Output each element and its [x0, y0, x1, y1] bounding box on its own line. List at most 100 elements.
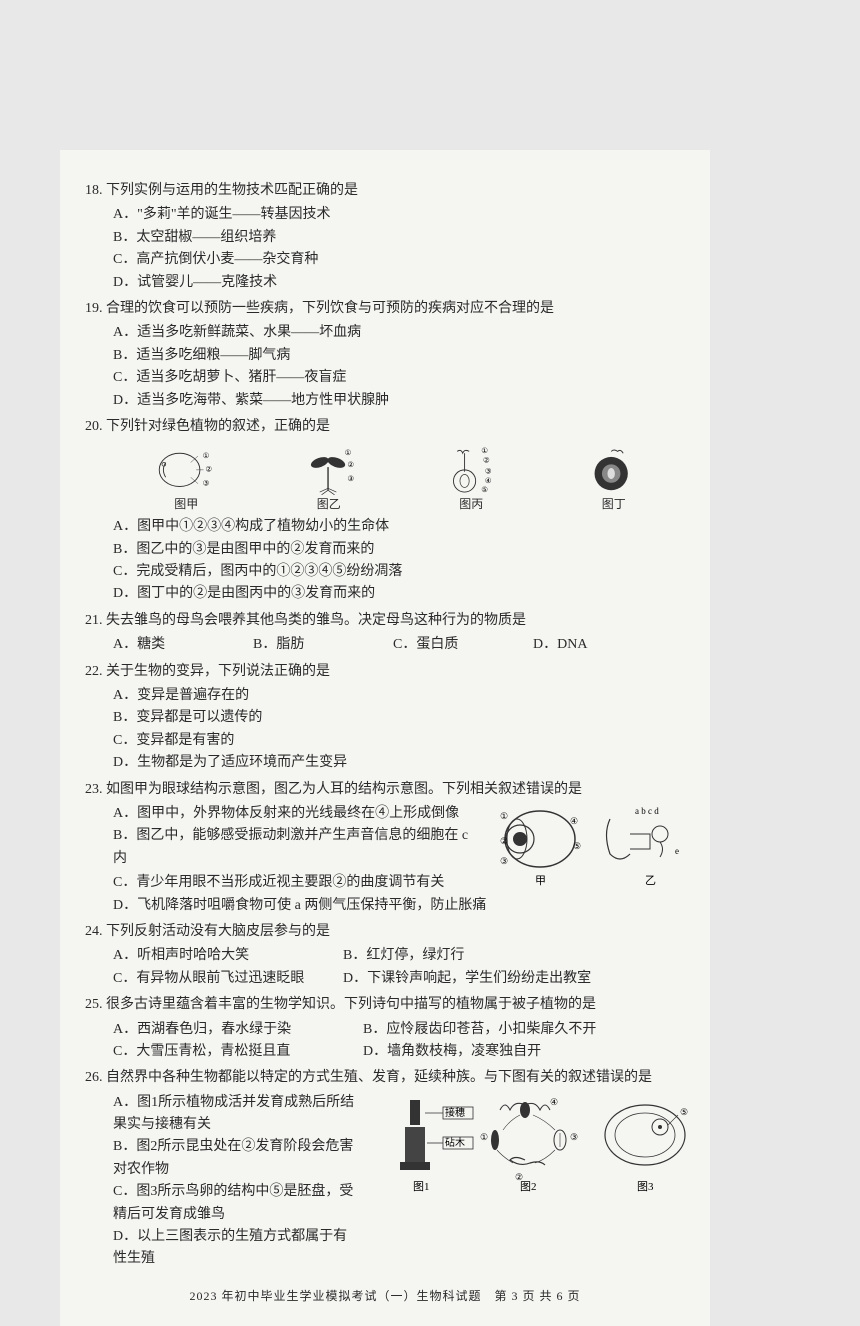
exam-page: 18. 下列实例与运用的生物技术匹配正确的是 A．"多莉"羊的诞生——转基因技术… — [60, 150, 710, 1326]
svg-text:②: ② — [205, 465, 212, 474]
q18-options: A．"多莉"羊的诞生——转基因技术 B．太空甜椒——组织培养 C．高产抗倒伏小麦… — [85, 204, 685, 294]
svg-text:④: ④ — [550, 1097, 558, 1107]
svg-text:①: ① — [345, 448, 352, 457]
question-26: 26. 自然界中各种生物都能以特定的方式生殖、发育，延续种族。与下图有关的叙述错… — [85, 1067, 685, 1271]
svg-text:②: ② — [500, 836, 508, 846]
q19-opt-c: C．适当多吃胡萝卜、猪肝——夜盲症 — [113, 367, 393, 389]
label-bing: 图丙 — [459, 495, 483, 514]
q24-opt-a: A．听相声时哈哈大笑 — [113, 945, 333, 967]
q25-opt-b: B．应怜屐齿印苍苔，小扣柴扉久不开 — [363, 1019, 643, 1041]
q24-opt-d: D．下课铃声响起，学生们纷纷走出教室 — [343, 968, 623, 990]
q21-opt-a: A．糖类 — [113, 634, 243, 656]
q23-stem: 如图甲为眼球结构示意图，图乙为人耳的结构示意图。下列相关叙述错误的是 — [106, 782, 582, 797]
q19-num: 19. — [85, 301, 103, 316]
fig-yi-label: 乙 — [645, 874, 656, 887]
question-25: 25. 很多古诗里蕴含着丰富的生物学知识。下列诗句中描写的植物属于被子植物的是 … — [85, 994, 685, 1063]
label-jia: 图甲 — [174, 495, 198, 514]
q21-stem: 失去雏鸟的母鸟会喂养其他鸟类的雏鸟。决定母鸟这种行为的物质是 — [106, 613, 526, 628]
q25-opt-a: A．西湖春色归，春水绿于染 — [113, 1019, 353, 1041]
q22-opt-d: D．生物都是为了适应环境而产生变异 — [113, 752, 393, 774]
tu2-label: 图2 — [520, 1180, 537, 1193]
q25-stem: 很多古诗里蕴含着丰富的生物学知识。下列诗句中描写的植物属于被子植物的是 — [106, 997, 596, 1012]
label-yi: 图乙 — [317, 495, 341, 514]
q18-opt-d: D．试管婴儿——克隆技术 — [113, 272, 393, 294]
q26-options: A．图1所示植物成活并发育成熟后所结果实与接穗有关 B．图2所示昆虫处在②发育阶… — [85, 1092, 355, 1271]
q25-num: 25. — [85, 997, 103, 1012]
svg-text:a b c d: a b c d — [635, 806, 659, 816]
q20-opt-c: C．完成受精后，图丙中的①②③④⑤纷纷凋落 — [113, 561, 685, 583]
seed-icon: ① ② ③ — [149, 444, 224, 495]
q26-num: 26. — [85, 1070, 103, 1085]
q20-num: 20. — [85, 419, 103, 434]
eye-ear-icon: ① ② ③ ④ ⑤ 甲 a b c d e 乙 — [495, 799, 685, 889]
tu1-label: 图1 — [413, 1180, 430, 1193]
q22-opt-c: C．变异都是有害的 — [113, 730, 393, 752]
q25-opt-c: C．大雪压青松，青松挺且直 — [113, 1041, 353, 1063]
svg-text:③: ③ — [500, 856, 508, 866]
q25-options: A．西湖春色归，春水绿于染 B．应怜屐齿印苍苔，小扣柴扉久不开 C．大雪压青松，… — [85, 1019, 685, 1064]
flower-icon: ① ② ③ ④ ⑤ — [434, 444, 509, 495]
svg-text:③: ③ — [485, 467, 492, 476]
q21-opt-d: D．DNA — [533, 634, 663, 656]
q22-stem: 关于生物的变异，下列说法正确的是 — [106, 664, 330, 679]
zhenmu-label: 砧木 — [445, 1136, 465, 1149]
question-20: 20. 下列针对绿色植物的叙述，正确的是 ① ② ③ 图甲 — [85, 416, 685, 606]
svg-text:③: ③ — [570, 1132, 578, 1142]
jieshui-label: 接穗 — [445, 1106, 465, 1119]
svg-text:④: ④ — [485, 476, 492, 485]
q22-num: 22. — [85, 664, 103, 679]
q26-opt-b: B．图2所示昆虫处在②发育阶段会危害对农作物 — [113, 1136, 355, 1181]
q19-opt-d: D．适当多吃海带、紫菜——地方性甲状腺肿 — [113, 390, 393, 412]
diagram-ding: 图丁 — [571, 444, 656, 514]
diagram-bing: ① ② ③ ④ ⑤ 图丙 — [429, 444, 514, 514]
label-ding: 图丁 — [602, 495, 626, 514]
q24-options: A．听相声时哈哈大笑 B．红灯停，绿灯行 C．有异物从眼前飞过迅速眨眼 D．下课… — [85, 945, 685, 990]
q23-opt-a: A．图甲中，外界物体反射来的光线最终在④上形成倒像 — [113, 803, 475, 825]
q21-opt-b: B．脂肪 — [253, 634, 383, 656]
q20-diagrams: ① ② ③ 图甲 ① ② ③ 图 — [85, 444, 685, 514]
q23-opt-d: D．飞机降落时咀嚼食物可使 a 两侧气压保持平衡，防止胀痛 — [113, 895, 685, 917]
q23-opt-b: B．图乙中，能够感受振动刺激并产生声音信息的细胞在 c 内 — [113, 825, 475, 870]
q19-opt-b: B．适当多吃细粮——脚气病 — [113, 345, 393, 367]
q21-num: 21. — [85, 613, 103, 628]
q20-opt-a: A．图甲中①②③④构成了植物幼小的生命体 — [113, 516, 685, 538]
question-24: 24. 下列反射活动没有大脑皮层参与的是 A．听相声时哈哈大笑 B．红灯停，绿灯… — [85, 921, 685, 990]
q18-opt-a: A．"多莉"羊的诞生——转基因技术 — [113, 204, 393, 226]
svg-text:②: ② — [348, 460, 355, 469]
svg-text:③: ③ — [202, 479, 209, 488]
q26-figure: 接穗 砧木 图1 ④ ① ② ③ 图2 — [385, 1085, 695, 1205]
question-22: 22. 关于生物的变异，下列说法正确的是 A．变异是普遍存在的 B．变异都是可以… — [85, 661, 685, 775]
q22-opt-a: A．变异是普遍存在的 — [113, 685, 393, 707]
question-18: 18. 下列实例与运用的生物技术匹配正确的是 A．"多莉"羊的诞生——转基因技术… — [85, 180, 685, 294]
svg-text:③: ③ — [348, 474, 355, 483]
seedling-icon: ① ② ③ — [291, 444, 366, 495]
q23-figure: ① ② ③ ④ ⑤ 甲 a b c d e 乙 — [495, 799, 685, 889]
fig-jia-label: 甲 — [535, 875, 546, 887]
q21-opt-c: C．蛋白质 — [393, 634, 523, 656]
q18-stem: 下列实例与运用的生物技术匹配正确的是 — [106, 183, 358, 198]
svg-text:①: ① — [481, 447, 488, 456]
q23-num: 23. — [85, 782, 103, 797]
svg-text:④: ④ — [570, 816, 578, 826]
svg-text:①: ① — [500, 811, 508, 821]
q18-num: 18. — [85, 183, 103, 198]
q19-stem: 合理的饮食可以预防一些疾病，下列饮食与可预防的疾病对应不合理的是 — [106, 301, 554, 316]
svg-text:①: ① — [480, 1132, 488, 1142]
q26-stem: 自然界中各种生物都能以特定的方式生殖、发育，延续种族。与下图有关的叙述错误的是 — [106, 1070, 652, 1085]
svg-text:①: ① — [202, 451, 209, 460]
q26-opt-d: D．以上三图表示的生殖方式都属于有性生殖 — [113, 1226, 355, 1271]
q19-options: A．适当多吃新鲜蔬菜、水果——坏血病 B．适当多吃细粮——脚气病 C．适当多吃胡… — [85, 322, 685, 412]
svg-text:⑤: ⑤ — [680, 1107, 688, 1117]
q20-stem: 下列针对绿色植物的叙述，正确的是 — [106, 419, 330, 434]
question-19: 19. 合理的饮食可以预防一些疾病，下列饮食与可预防的疾病对应不合理的是 A．适… — [85, 298, 685, 412]
q24-opt-b: B．红灯停，绿灯行 — [343, 945, 623, 967]
svg-text:e: e — [675, 846, 679, 856]
page-footer: 2023 年初中毕业生学业模拟考试（一）生物科试题 第 3 页 共 6 页 — [85, 1287, 685, 1306]
svg-text:⑤: ⑤ — [481, 485, 488, 494]
tu3-label: 图3 — [637, 1180, 654, 1193]
question-21: 21. 失去雏鸟的母鸟会喂养其他鸟类的雏鸟。决定母鸟这种行为的物质是 A．糖类 … — [85, 610, 685, 657]
fruit-icon — [576, 444, 651, 495]
q24-opt-c: C．有异物从眼前飞过迅速眨眼 — [113, 968, 333, 990]
q24-num: 24. — [85, 924, 103, 939]
svg-text:⑤: ⑤ — [573, 841, 581, 851]
